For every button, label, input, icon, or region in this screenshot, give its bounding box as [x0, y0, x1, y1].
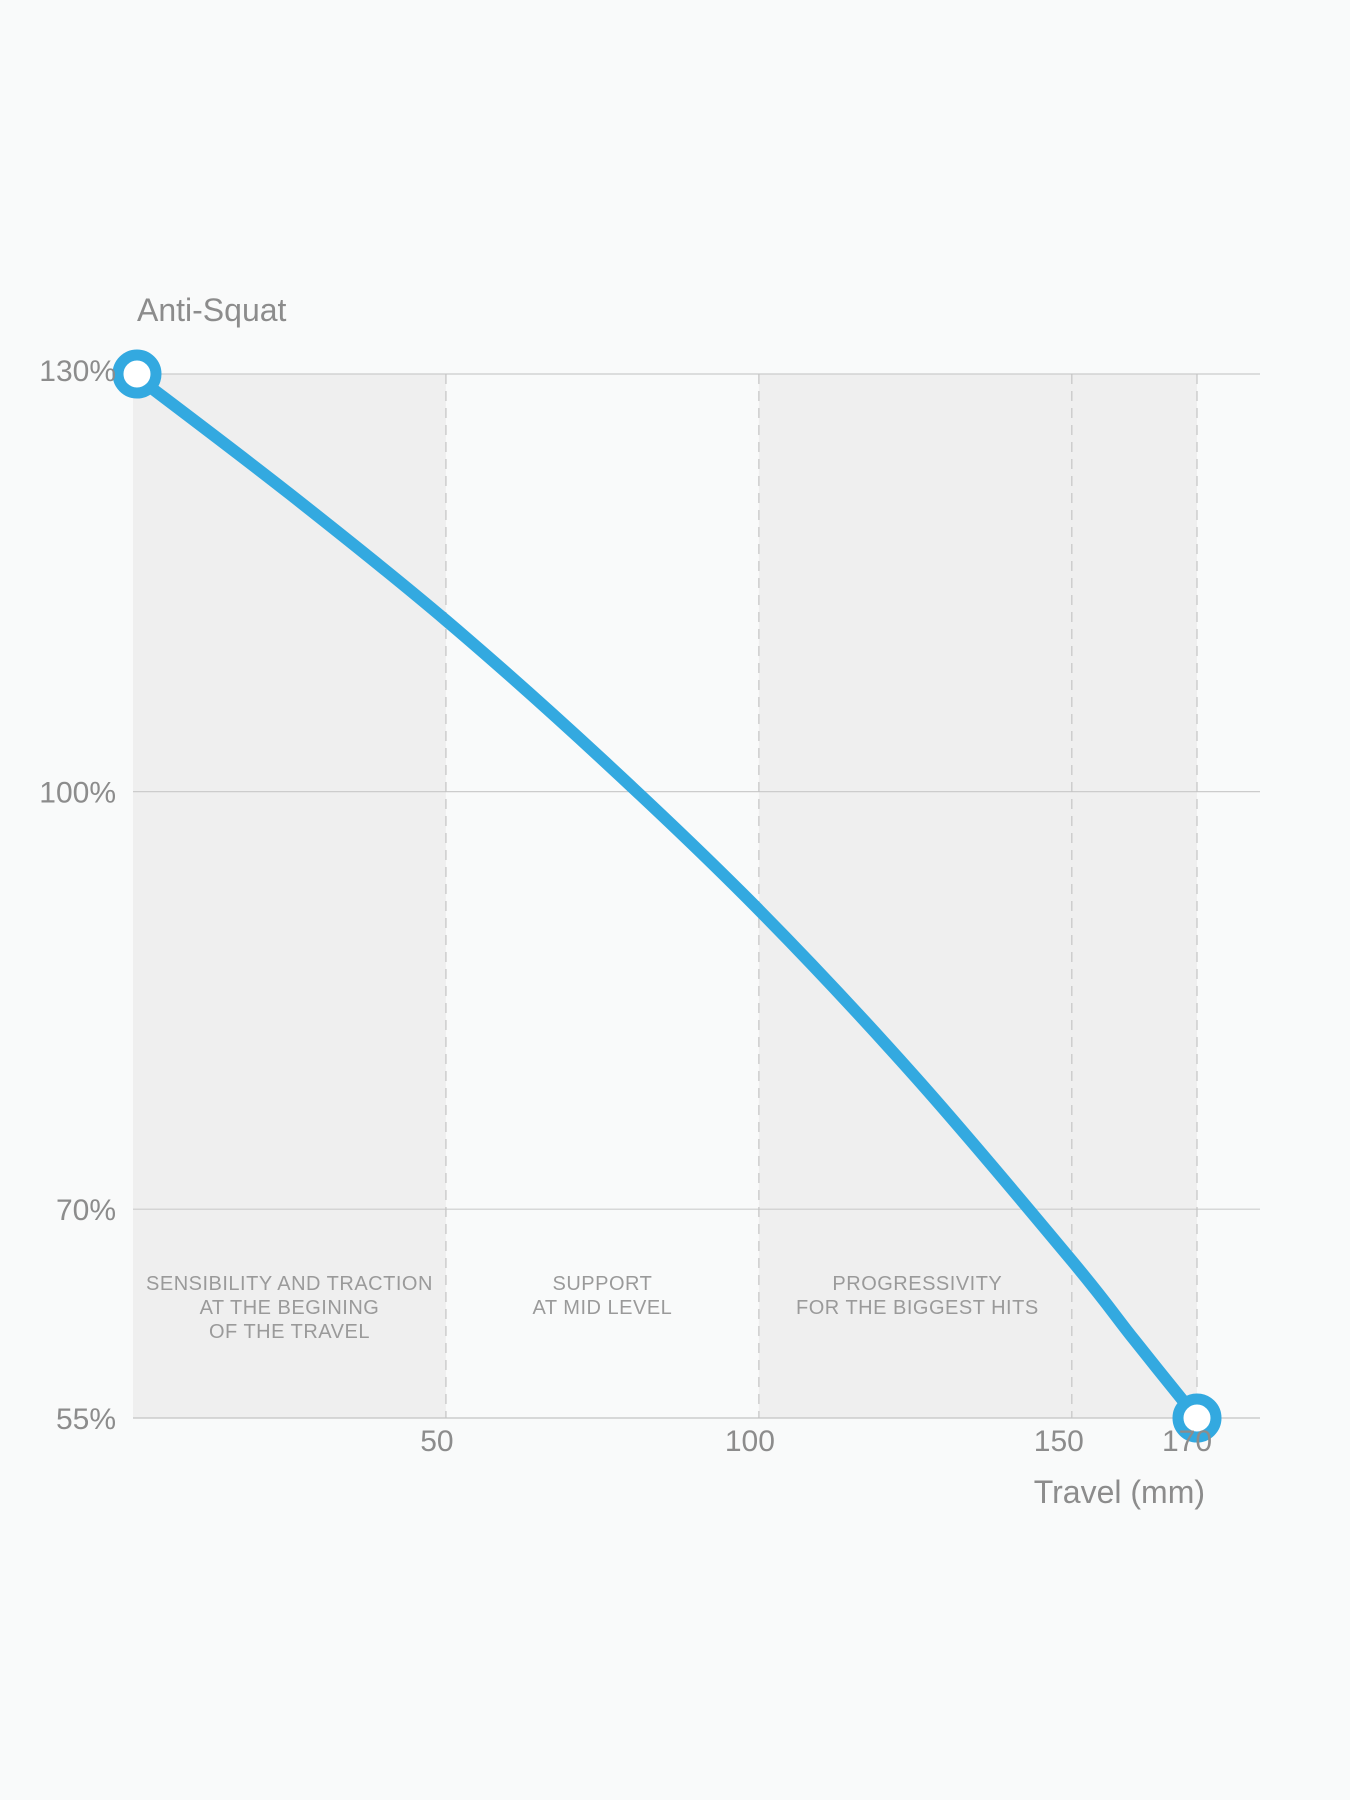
zone-label-3-line-1: PROGRESSIVITY — [832, 1273, 1002, 1295]
zones-layer — [133, 374, 1197, 1418]
zone-shade-3 — [758, 374, 1197, 1418]
x-tick-label-150: 150 — [1034, 1425, 1084, 1458]
y-tick-label-55: 55% — [56, 1403, 116, 1436]
zone-label-2-line-1: SUPPORT — [552, 1273, 652, 1295]
zone-label-1-line-1: SENSIBILITY AND TRACTION — [146, 1273, 433, 1295]
end-point-marker — [1172, 1393, 1222, 1443]
series-line-1 — [127, 368, 1203, 1424]
y-axis-label: Anti-Squat — [137, 292, 287, 328]
y-tick-label-100: 100% — [39, 777, 116, 810]
x-tick-label-100: 100 — [725, 1425, 775, 1458]
x-tick-label-50: 50 — [420, 1425, 453, 1458]
y-tick-label-70: 70% — [56, 1194, 116, 1227]
zone-shade-1 — [133, 374, 446, 1418]
zone-label-3-line-2: FOR THE BIGGEST HITS — [796, 1297, 1039, 1319]
zone-labels-layer: SENSIBILITY AND TRACTION AT THE BEGINING O… — [146, 1273, 1039, 1343]
grid-layer — [133, 373, 1260, 1419]
series-layer — [112, 349, 1222, 1443]
x-tick-label-170: 170 — [1162, 1425, 1212, 1458]
ticks-layer: 130% 100% 70% 55% 50 100 150 170 — [39, 355, 1212, 1458]
zone-label-2-line-2: AT MID LEVEL — [533, 1297, 673, 1319]
start-point-marker — [112, 349, 162, 399]
zone-label-3: PROGRESSIVITY FOR THE BIGGEST HITS — [796, 1273, 1039, 1319]
y-tick-label-130: 130% — [39, 355, 116, 388]
zone-label-1-line-2: AT THE BEGINING — [200, 1297, 380, 1319]
zone-label-1-line-3: OF THE TRAVEL — [209, 1321, 370, 1343]
zone-label-2: SUPPORT AT MID LEVEL — [533, 1273, 673, 1319]
x-axis-label: Travel (mm) — [1034, 1474, 1205, 1510]
zone-label-1: SENSIBILITY AND TRACTION AT THE BEGINING O… — [146, 1273, 433, 1343]
